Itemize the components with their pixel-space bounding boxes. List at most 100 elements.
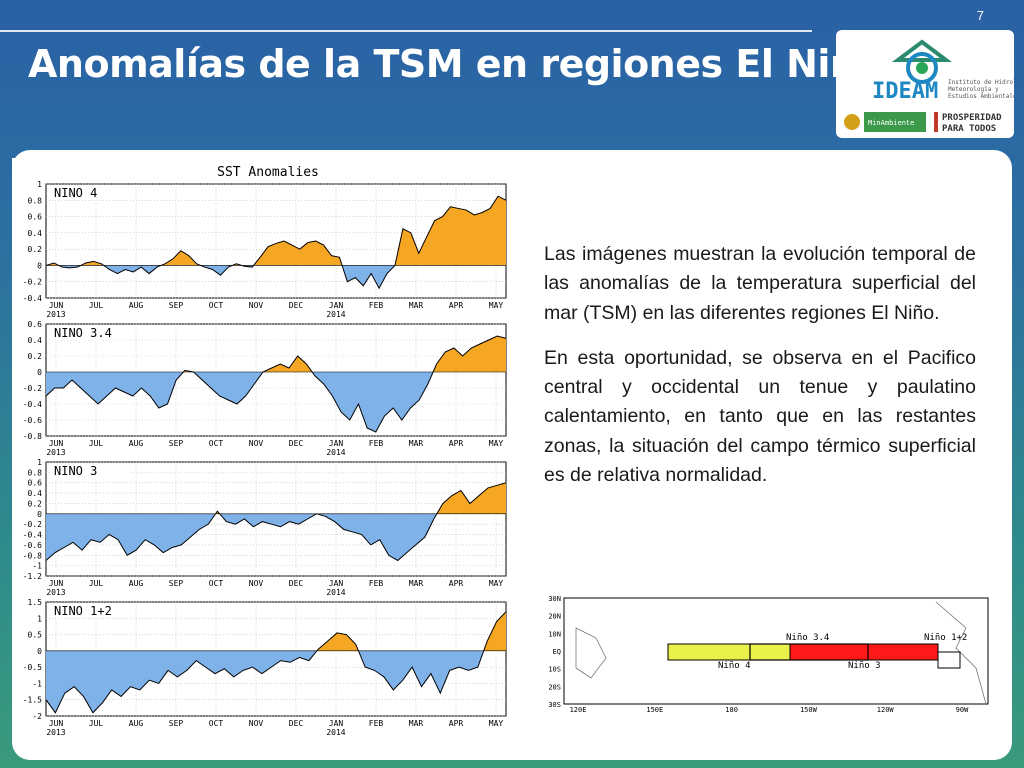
x-tick-label: AUG xyxy=(129,301,144,310)
nino34-region xyxy=(749,643,869,661)
x-tick-label: JUL xyxy=(89,439,104,448)
slide-number: 7 xyxy=(976,8,984,23)
landmass-outline xyxy=(935,601,987,705)
x-tick-label: DEC xyxy=(289,301,304,310)
x-tick-label: MAR xyxy=(409,301,424,310)
y-tick-label: 0 xyxy=(37,510,42,519)
y-tick-label: 0 xyxy=(37,647,42,656)
paragraph-2: En esta oportunidad, se observa en el Pa… xyxy=(544,346,976,487)
x-tick-label: OCT xyxy=(209,301,224,310)
positive-anomaly-area xyxy=(46,196,506,266)
x-tick-label: FEB xyxy=(369,579,384,588)
x-tick-label: NOV xyxy=(249,719,264,728)
panel-label-bg xyxy=(50,186,130,200)
x-tick-label: MAR xyxy=(409,439,424,448)
svg-text:PROSPERIDAD: PROSPERIDAD xyxy=(942,113,1002,123)
lon-label: 120E xyxy=(570,706,587,712)
x-tick-label: JUL xyxy=(89,719,104,728)
nino34-label: Niño 3.4 xyxy=(786,633,829,643)
y-tick-label: -0.8 xyxy=(23,432,42,441)
x-tick-label: OCT xyxy=(209,579,224,588)
svg-text:Estudios Ambientales: Estudios Ambientales xyxy=(948,93,1014,100)
x-tick-label: NOV xyxy=(249,579,264,588)
nino3-label: Niño 3 xyxy=(848,661,881,671)
x-tick-label: APR xyxy=(449,719,464,728)
x-tick-label: MAY xyxy=(489,579,504,588)
x-tick-label: SEP xyxy=(169,579,184,588)
y-tick-label: 0.8 xyxy=(28,196,43,205)
nino-regions-map: 30N 20N 10N EQ 10S 20S 30S 120E 150E 180 150W 120W 9… xyxy=(536,588,992,714)
panel-label: NINO 3.4 xyxy=(54,326,112,340)
lon-label: 120W xyxy=(877,706,895,712)
x-tick-label: APR xyxy=(449,439,464,448)
lat-label: 20S xyxy=(548,683,561,691)
x-tick-label: SEP xyxy=(169,439,184,448)
x-tick-label: MAY xyxy=(489,719,504,728)
panel-label-bg xyxy=(50,326,130,340)
y-tick-label: -1.2 xyxy=(23,572,42,581)
title-divider xyxy=(0,30,812,32)
y-tick-label: 0.4 xyxy=(28,336,43,345)
nino-regions-map-svg: 30N 20N 10N EQ 10S 20S 30S 120E 150E 180 150W 120W 9… xyxy=(548,595,989,714)
x-tick-label: MAR xyxy=(409,719,424,728)
x-tick-label: AUG xyxy=(129,579,144,588)
logo-brand: IDEAM xyxy=(872,79,938,104)
description-text: Las imágenes muestran la evolución tempo… xyxy=(544,240,976,506)
y-tick-label: -0.2 xyxy=(23,278,42,287)
y-tick-label: 0 xyxy=(37,368,42,377)
y-tick-label: -1 xyxy=(32,679,42,688)
negative-anomaly-area xyxy=(46,513,506,561)
x-tick-label: NOV xyxy=(249,439,264,448)
nino4-label: Niño 4 xyxy=(718,661,751,671)
anomaly-line xyxy=(45,335,507,433)
x-tick-label: SEP xyxy=(169,719,184,728)
y-tick-label: 0.2 xyxy=(28,245,43,254)
x-tick-label: 2014 xyxy=(326,448,345,457)
x-tick-label: 2014 xyxy=(326,588,345,597)
chart-title: SST Anomalies xyxy=(217,165,319,180)
lon-label: 150E xyxy=(646,706,663,712)
logo-ministry: MinAmbiente xyxy=(868,119,914,127)
panel-label: NINO 3 xyxy=(54,464,97,478)
y-tick-label: 0.6 xyxy=(28,320,43,329)
y-tick-label: -0.5 xyxy=(23,663,42,672)
y-tick-label: -1.5 xyxy=(23,696,42,705)
y-tick-label: -0.6 xyxy=(23,541,42,550)
slide-title: Anomalías de la TSM en regiones El Niño xyxy=(28,42,883,86)
x-tick-label: FEB xyxy=(369,719,384,728)
y-tick-label: -0.2 xyxy=(23,384,42,393)
lat-label: 30S xyxy=(548,701,561,709)
y-tick-label: 0.5 xyxy=(28,631,43,640)
x-tick-label: 2014 xyxy=(326,310,345,319)
y-tick-label: 0.6 xyxy=(28,213,43,222)
x-tick-label: JAN xyxy=(329,719,344,728)
x-tick-label: MAY xyxy=(489,439,504,448)
y-tick-label: 0.6 xyxy=(28,479,43,488)
lat-label: EQ xyxy=(553,648,561,656)
x-tick-label: MAR xyxy=(409,579,424,588)
x-tick-label: APR xyxy=(449,579,464,588)
y-tick-label: -0.4 xyxy=(23,400,42,409)
lat-label: 20N xyxy=(548,613,561,621)
x-tick-label: DEC xyxy=(289,719,304,728)
y-tick-label: -1 xyxy=(32,562,42,571)
y-tick-label: 0.2 xyxy=(28,499,43,508)
x-tick-label: APR xyxy=(449,301,464,310)
x-tick-label: AUG xyxy=(129,719,144,728)
x-tick-label: JUN xyxy=(49,439,64,448)
nino12-region xyxy=(937,651,961,669)
landmass-outline xyxy=(575,627,607,679)
y-tick-label: 0.8 xyxy=(28,468,43,477)
x-tick-label: 2013 xyxy=(46,588,65,597)
y-tick-label: 0.2 xyxy=(28,352,43,361)
y-tick-label: 0.4 xyxy=(28,229,43,238)
y-tick-label: -0.2 xyxy=(23,520,42,529)
panel-label-bg xyxy=(50,604,130,618)
x-tick-label: 2013 xyxy=(46,728,65,737)
x-tick-label: FEB xyxy=(369,301,384,310)
lat-label: 10S xyxy=(548,666,561,674)
svg-text:PARA TODOS: PARA TODOS xyxy=(942,124,996,134)
anomaly-line xyxy=(45,195,507,290)
sst-anomalies-chart: SST Anomalies10.80.60.40.20-0.2-0.4JUN20… xyxy=(23,165,507,737)
anomaly-line xyxy=(45,482,507,562)
